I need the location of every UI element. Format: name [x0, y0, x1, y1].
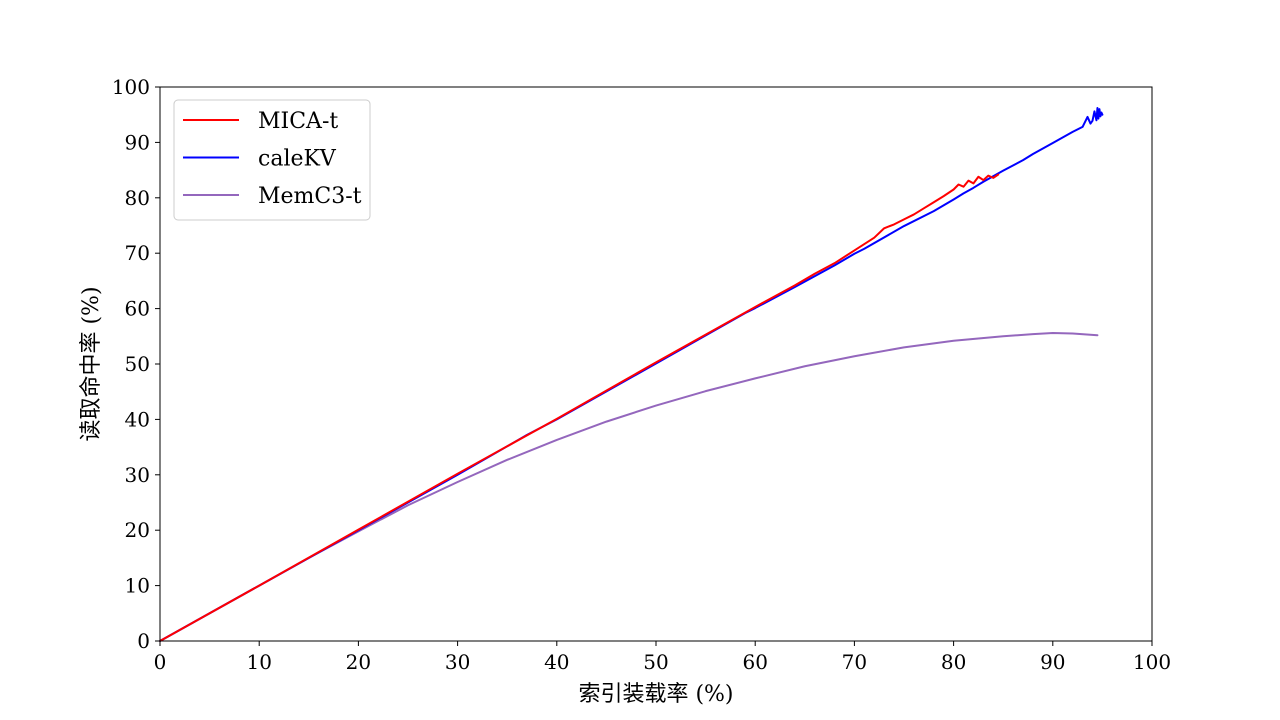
y-tick-label: 100	[112, 75, 150, 99]
x-tick-label: 60	[742, 650, 767, 674]
y-axis-label: 读取命中率 (%)	[79, 286, 104, 441]
legend-label-3: MemC3-t	[258, 184, 362, 209]
legend-label-1: MICA-t	[258, 109, 338, 134]
y-tick-label: 10	[125, 574, 150, 598]
y-tick-label: 90	[125, 130, 150, 154]
x-tick-label: 90	[1040, 650, 1065, 674]
y-tick-label: 40	[125, 407, 150, 431]
legend-label-2: caleKV	[258, 147, 337, 172]
y-tick-label: 50	[125, 352, 150, 376]
y-tick-label: 0	[137, 629, 150, 653]
legend-box	[173, 99, 371, 221]
x-axis-label: 索引装载率 (%)	[578, 682, 733, 707]
tick-layer: 0 10 20 30 40 50 60 70 80 90 100 0 10 20 30 40 50 60 70 80 9…	[112, 75, 1171, 674]
x-tick-label: 10	[246, 650, 271, 674]
legend: MICA-t caleKV MemC3-t	[173, 99, 371, 221]
x-tick-label: 30	[445, 650, 470, 674]
y-tick-label: 30	[125, 463, 150, 487]
x-tick-label: 100	[1133, 650, 1171, 674]
y-tick-label: 20	[125, 518, 150, 542]
x-tick-label: 20	[346, 650, 371, 674]
x-tick-label: 50	[643, 650, 668, 674]
x-tick-label: 0	[154, 650, 167, 674]
x-tick-label: 70	[842, 650, 867, 674]
y-tick-label: 60	[125, 297, 150, 321]
series-line-1	[159, 173, 1000, 642]
x-tick-label: 40	[544, 650, 569, 674]
y-tick-label: 80	[125, 186, 150, 210]
y-tick-label: 70	[125, 241, 150, 265]
x-tick-label: 80	[941, 650, 966, 674]
series-layer	[159, 107, 1104, 642]
